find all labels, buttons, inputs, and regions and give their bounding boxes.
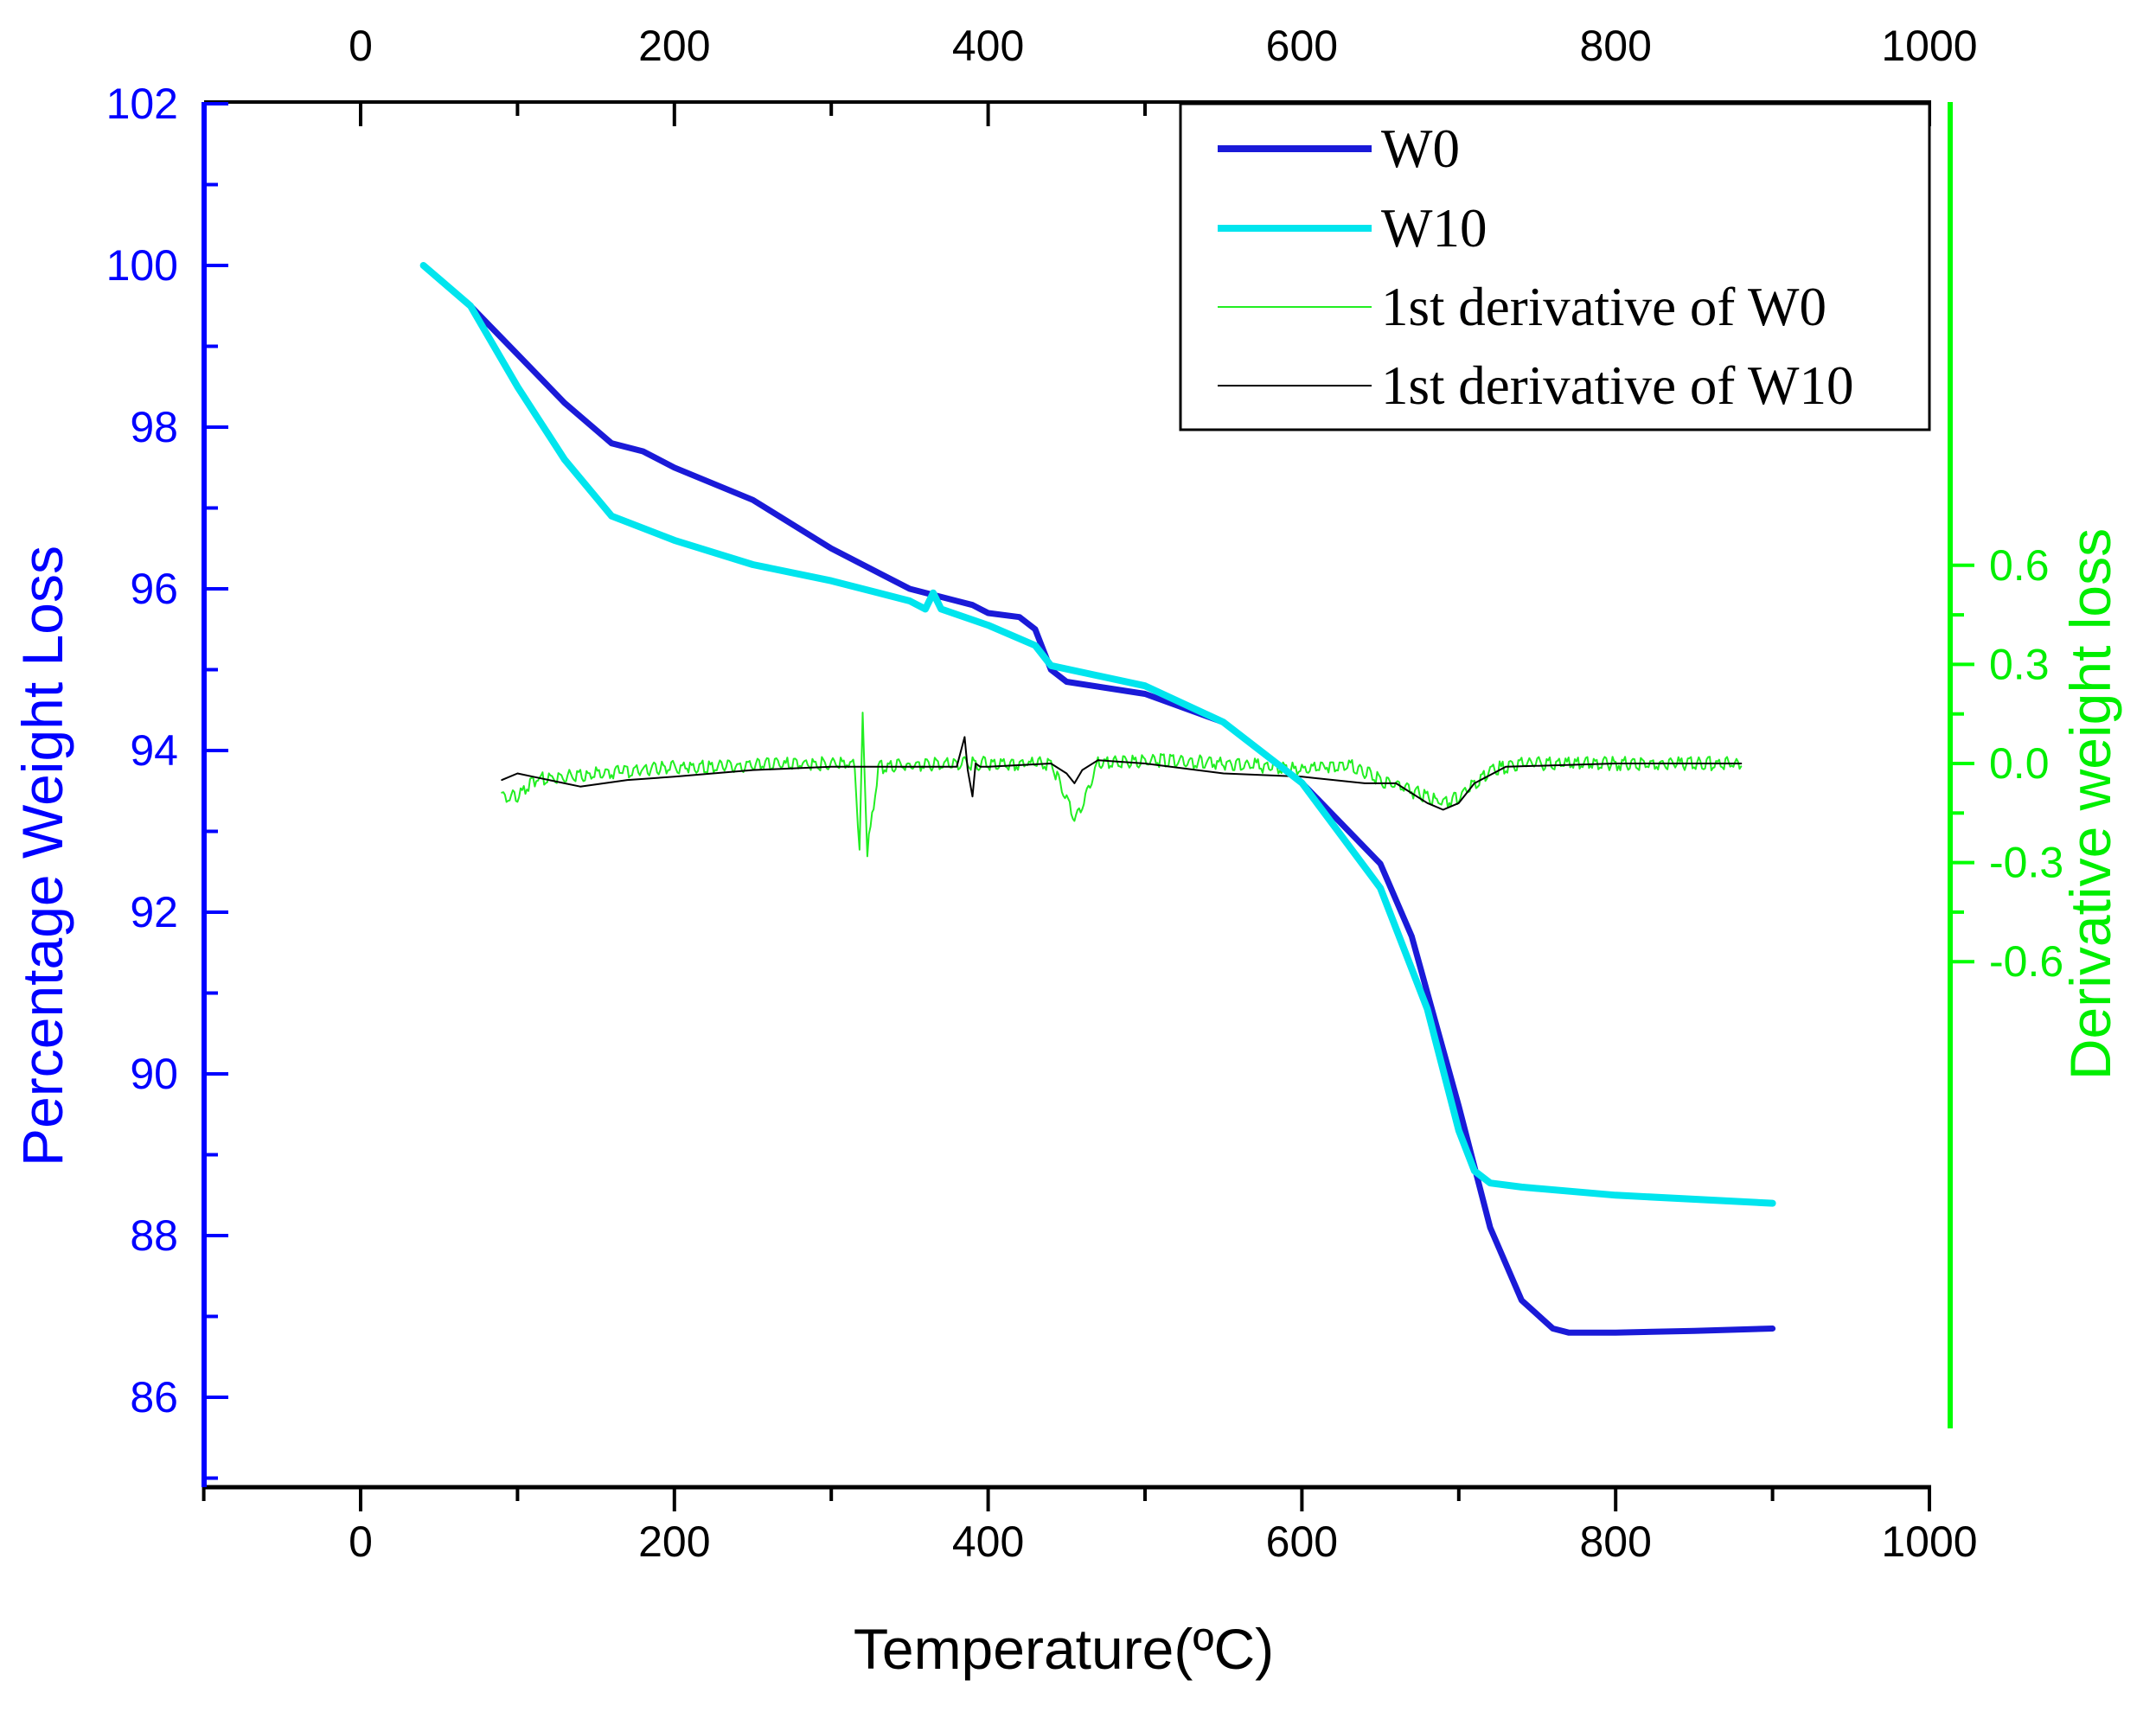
legend-label-w10: W10 bbox=[1381, 198, 1487, 259]
x-tick-label-top: 600 bbox=[1266, 22, 1338, 70]
y-left-tick-label: 102 bbox=[106, 80, 178, 128]
x-tick-label-top: 400 bbox=[952, 22, 1024, 70]
y-left-tick-label: 94 bbox=[130, 726, 178, 775]
x-tick-label-top: 0 bbox=[349, 22, 373, 70]
x-tick-label-bottom: 800 bbox=[1579, 1517, 1651, 1566]
y-left-tick-label: 96 bbox=[130, 565, 178, 613]
legend-box bbox=[1179, 102, 1931, 431]
y-left-tick-label: 86 bbox=[130, 1373, 178, 1421]
y-right-tick-label: 0.0 bbox=[1989, 739, 2050, 788]
series-deriv-w10-line bbox=[501, 736, 1743, 811]
x-tick-label-top: 200 bbox=[638, 22, 710, 70]
y-right-tick-label: 0.3 bbox=[1989, 640, 2050, 688]
y-left-tick-label: 92 bbox=[130, 888, 178, 936]
y-right-axis-title: Derivative weight loss bbox=[2058, 528, 2122, 1080]
legend-label-w0: W0 bbox=[1381, 118, 1460, 179]
legend: W0 W10 1st derivative of W0 1st derivati… bbox=[1179, 102, 1931, 431]
legend-label-deriv-w10: 1st derivative of W10 bbox=[1381, 355, 1853, 416]
x-tick-label-top: 800 bbox=[1579, 22, 1651, 70]
y-left-tick-label: 88 bbox=[130, 1211, 178, 1260]
series-w10-line bbox=[419, 262, 1776, 1207]
x-tick-label-bottom: 1000 bbox=[1881, 1517, 1977, 1566]
x-tick-label-bottom: 200 bbox=[638, 1517, 710, 1566]
y-right-tick-label: -0.3 bbox=[1989, 839, 2063, 887]
x-tick-label-top: 1000 bbox=[1881, 22, 1977, 70]
x-axis-title: Temperature(ºC) bbox=[854, 1617, 1274, 1681]
y-right-tick-label: 0.6 bbox=[1989, 541, 2050, 590]
x-tick-label-bottom: 0 bbox=[349, 1517, 373, 1566]
legend-label-deriv-w0: 1st derivative of W0 bbox=[1381, 277, 1827, 337]
x-tick-label-bottom: 400 bbox=[952, 1517, 1024, 1566]
y-left-tick-label: 90 bbox=[130, 1050, 178, 1098]
y-right-tick-label: -0.6 bbox=[1989, 937, 2063, 986]
y-left-tick-label: 98 bbox=[130, 403, 178, 451]
series-w0-line bbox=[420, 262, 1776, 1336]
y-left-axis-title: Percentage Weight Loss bbox=[10, 546, 74, 1166]
y-left-tick-label: 100 bbox=[106, 241, 178, 290]
x-tick-label-bottom: 600 bbox=[1266, 1517, 1338, 1566]
